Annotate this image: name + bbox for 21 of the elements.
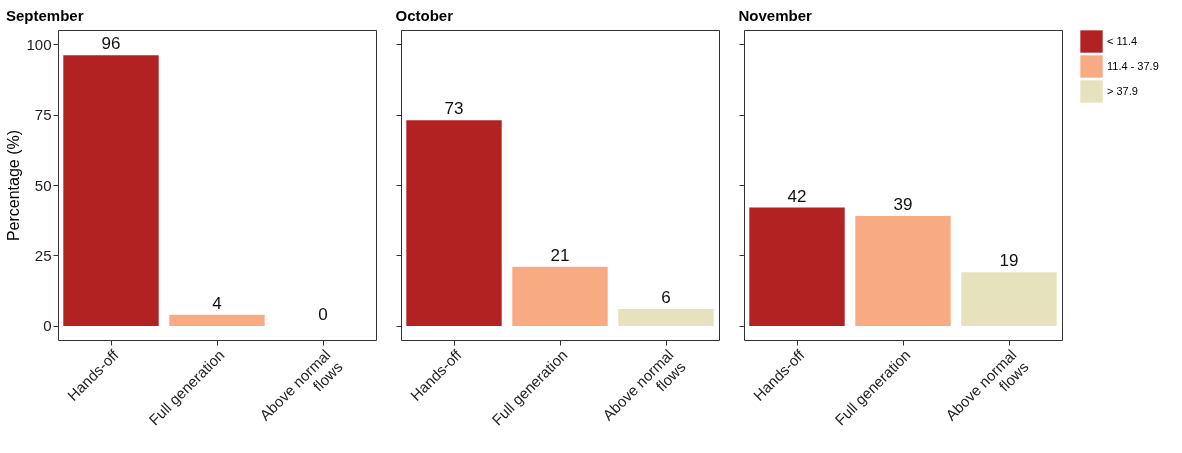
legend-label: 11.4 - 37.9 [1107, 59, 1159, 72]
data-label: 0 [318, 304, 328, 324]
data-label: 21 [550, 245, 570, 265]
chart-title: October [395, 7, 454, 24]
data-label: 73 [444, 99, 464, 119]
y-tick-label: 0 [43, 317, 52, 335]
data-label: 4 [212, 293, 222, 313]
legend-label: > 37.9 [1107, 84, 1138, 97]
data-label: 6 [661, 288, 671, 307]
data-label: 39 [893, 195, 913, 214]
y-tick-label: 50 [34, 176, 52, 194]
chart-title: September [5, 7, 84, 24]
legend-label: < 11.4 [1107, 34, 1138, 47]
y-tick-label: 25 [34, 246, 52, 264]
y-tick-label: 75 [34, 106, 52, 124]
chart-title: November [738, 7, 813, 24]
data-label: 19 [999, 251, 1019, 271]
y-tick-label: 100 [26, 35, 52, 53]
data-label: 96 [101, 34, 121, 54]
data-label: 42 [787, 186, 807, 206]
y-axis-title: Percentage (%) [5, 129, 23, 242]
